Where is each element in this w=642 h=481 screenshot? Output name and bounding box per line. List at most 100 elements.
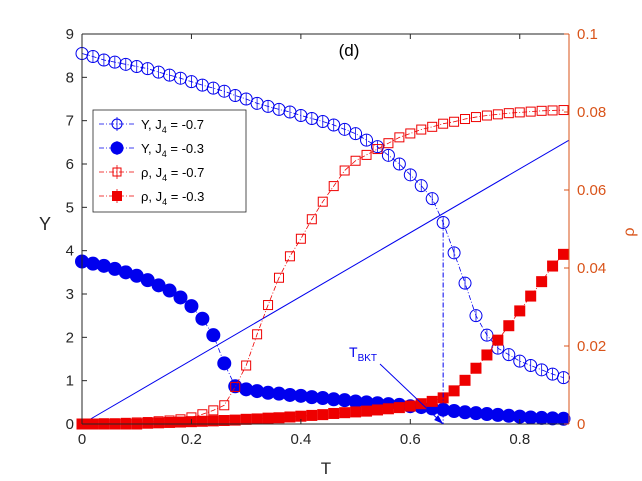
data-point [492,109,503,120]
data-point [196,415,208,427]
data-point [327,118,341,132]
data-point [438,118,449,129]
legend-entry: Υ, J4 = -0.3 [99,141,204,159]
data-point [405,128,416,139]
data-point [241,360,252,371]
data-point [339,407,351,419]
data-point [514,107,525,118]
data-point [350,406,362,418]
data-point [426,395,438,407]
y-right-tick-label: 0.1 [577,26,598,43]
data-point [470,112,481,123]
data-point [328,181,339,192]
data-point [557,371,571,385]
legend-marker [111,118,123,130]
data-point [108,55,122,69]
data-point [153,417,165,429]
data-point [404,400,416,412]
data-point [317,409,329,421]
data-point [207,415,219,427]
data-point [317,196,328,207]
y-right-tick-label: 0 [577,416,585,433]
tbkt-arrow-head [434,415,444,424]
data-point [263,300,274,311]
y-right-tick-label: 0.02 [577,338,606,355]
x-tick-label: 0.4 [290,431,311,448]
y-axis-left-label: Υ [39,214,51,234]
y-left-tick-label: 5 [66,199,74,216]
data-point [448,385,460,397]
data-point [524,359,538,372]
plot-background [82,34,569,424]
data-point [350,155,361,166]
data-point [306,409,318,421]
data-point [502,348,516,362]
data-point [470,362,482,374]
legend-entry: Υ, J4 = -0.7 [99,117,204,135]
data-point [164,416,176,428]
legend-entry: ρ, J4 = -0.3 [99,189,204,207]
legend-label: ρ, J4 = -0.3 [141,189,204,207]
data-point [273,272,284,283]
data-point [130,60,144,73]
data-point [284,251,295,262]
data-point [162,283,177,298]
legend-marker [112,191,122,201]
data-point [558,248,570,260]
legend-label: ρ, J4 = -0.7 [141,165,204,183]
data-point [195,311,210,326]
data-point [458,276,472,290]
data-point [525,290,537,302]
data-point [536,105,547,116]
data-point [295,233,306,244]
y-left-tick-label: 0 [66,416,74,433]
data-point [536,276,548,288]
legend: Υ, J4 = -0.7 Υ, J4 = -0.3 ρ, J4 = -0.7 ρ, J… [92,109,247,213]
series-upsilon_J4_m0.3 [75,254,571,426]
data-point [208,405,219,416]
data-point [361,149,372,160]
data-point [535,363,549,377]
data-point [503,108,514,119]
data-point [427,121,438,132]
data-point [360,133,374,147]
data-point [403,168,417,182]
data-point [503,320,515,332]
data-point [338,122,352,136]
data-point [173,290,188,305]
tbkt-arrow-line [379,363,444,425]
y-axis-right-label: ρ [621,227,638,236]
data-point [219,400,230,411]
data-point [306,214,317,225]
data-point [481,349,493,361]
data-point [339,165,350,176]
data-point [547,260,559,272]
y-right-tick-label: 0.08 [577,104,606,121]
data-point [394,132,405,143]
data-point [425,192,439,206]
data-point [206,328,221,343]
data-point [436,216,450,229]
data-point [217,84,231,98]
data-point [513,354,527,368]
data-point [184,299,199,314]
legend-label: Υ, J4 = -0.7 [141,117,204,135]
data-point [218,414,230,426]
x-tick-label: 0.6 [400,431,421,448]
data-point [328,407,340,419]
data-point [240,413,252,425]
y-left-tick-label: 4 [66,243,74,260]
legend-entry: ρ, J4 = -0.7 [99,165,204,183]
data-point [229,414,241,426]
data-point [119,57,133,71]
data-point [217,356,232,371]
plot-area [82,34,569,424]
data-point [459,374,471,386]
reference-line [81,139,570,425]
data-point [382,403,394,415]
data-point [492,334,504,346]
data-point [447,246,461,260]
x-tick-label: 0 [78,431,86,448]
data-point [97,53,111,67]
